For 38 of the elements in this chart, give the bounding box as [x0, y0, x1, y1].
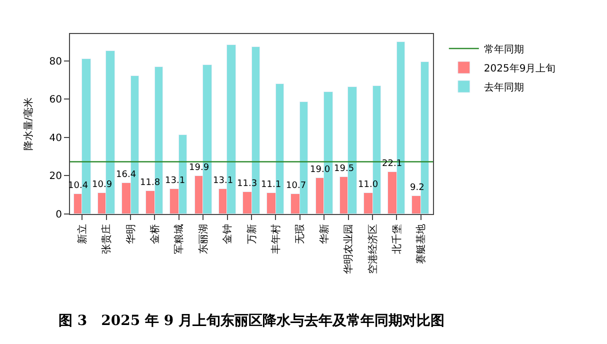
text: 图 3 2025 年 9 月上旬东丽区降水与去年及常年同期对比图	[58, 312, 444, 329]
data-label: 11.8	[140, 178, 160, 188]
legend-label: 2025年9月上旬	[484, 62, 556, 74]
data-label: 19.0	[310, 165, 330, 175]
data-label: 9.2	[410, 183, 424, 193]
y-tick-label: 20	[49, 171, 62, 182]
data-label: 16.4	[116, 170, 136, 180]
y-axis-title: 降水量/毫米	[22, 97, 34, 151]
legend-label: 去年同期	[484, 81, 524, 94]
x-tick-label: 赛艇基地	[415, 224, 428, 264]
x-tick-label: 金钟	[222, 224, 234, 244]
x-tick-label: 张贵庄	[100, 224, 113, 254]
x-tick-label: 华明	[124, 224, 137, 244]
data-label: 19.5	[334, 164, 354, 174]
data-label: 10.7	[286, 181, 306, 191]
x-tick-label: 华新	[318, 224, 330, 244]
x-tick-label: 无瑕	[294, 224, 306, 244]
x-tick-label: 空港经济区	[366, 224, 379, 274]
x-tick-label: 万新	[246, 224, 258, 244]
x-tick-label: 华明农业园	[342, 224, 355, 274]
y-tick-label: 0	[56, 210, 62, 220]
data-label: 13.1	[165, 176, 186, 186]
data-label: 10.9	[92, 180, 112, 190]
data-label: 11.0	[358, 180, 378, 190]
x-tick-label: 金桥	[148, 224, 161, 244]
y-tick-label: 40	[49, 132, 62, 144]
x-tick-label: 北千堡	[390, 224, 403, 254]
x-tick-label: 新立	[76, 224, 88, 244]
y-tick-label: 80	[49, 56, 62, 68]
data-label: 11.1	[261, 180, 282, 190]
data-label: 19.9	[189, 163, 210, 173]
x-tick-label: 东丽湖	[197, 224, 210, 254]
data-label: 11.3	[237, 179, 258, 189]
x-tick-label: 丰年村	[270, 224, 282, 254]
data-label: 13.1	[213, 176, 234, 186]
legend-label: 常年同期	[484, 43, 524, 56]
x-tick-label: 军粮城	[173, 224, 186, 254]
y-tick-label: 60	[49, 94, 62, 106]
